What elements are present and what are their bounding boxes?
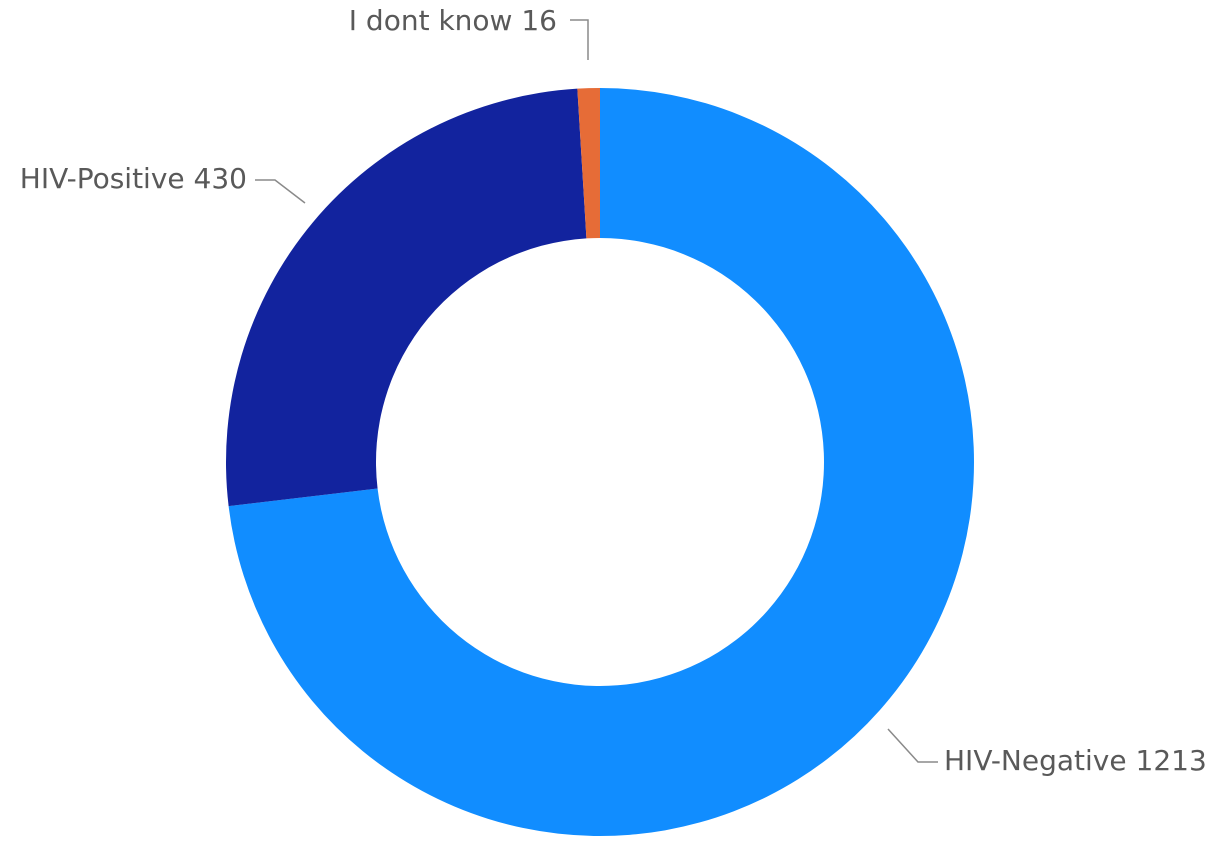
data-label-value: 1213 (1136, 744, 1207, 777)
data-label-value: 430 (194, 162, 247, 195)
slices-layer (225, 88, 974, 837)
data-label-value: 16 (521, 4, 557, 37)
leader-line-hiv-negative (887, 728, 938, 763)
labels-layer: HIV-Negative 1213 HIV-Positive 430 I dont … (20, 4, 1207, 777)
slice-hiv-positive[interactable] (225, 88, 587, 507)
slice-hiv-negative[interactable] (228, 88, 974, 837)
data-label-name: I dont know (349, 4, 513, 37)
data-label-name: HIV-Positive (20, 162, 185, 195)
leader-lines-layer (255, 19, 938, 763)
leader-line-hiv-positive (255, 179, 306, 204)
data-label-hiv-negative: HIV-Negative 1213 (944, 744, 1207, 777)
data-label-hiv-positive: HIV-Positive 430 (20, 162, 247, 195)
slice-i-dont-know[interactable] (577, 88, 600, 239)
leader-line-i-dont-know (570, 19, 589, 60)
data-label-name: HIV-Negative (944, 744, 1127, 777)
data-label-i-dont-know: I dont know 16 (349, 4, 557, 37)
